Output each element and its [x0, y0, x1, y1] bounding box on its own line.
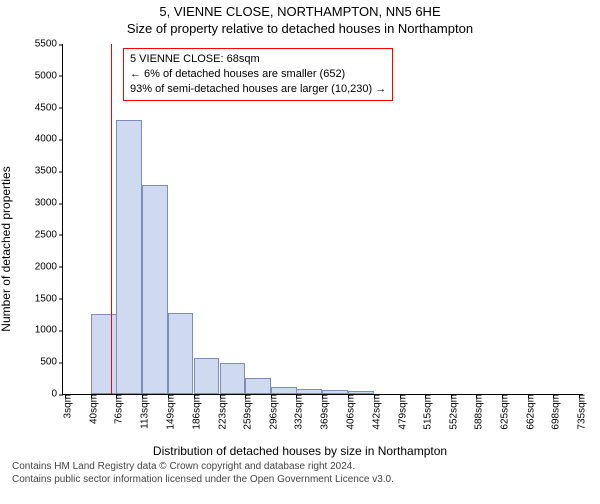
histogram-bar — [296, 389, 322, 394]
chart-title: 5, VIENNE CLOSE, NORTHAMPTON, NN5 6HE — [0, 4, 600, 19]
x-tick: 698sqm — [545, 394, 562, 430]
marker-annotation: 5 VIENNE CLOSE: 68sqm ← 6% of detached h… — [123, 48, 393, 101]
attribution-footer: Contains HM Land Registry data © Crown c… — [12, 460, 600, 486]
x-axis-label: Distribution of detached houses by size … — [0, 444, 600, 458]
chart-container: 5, VIENNE CLOSE, NORTHAMPTON, NN5 6HE Si… — [0, 4, 600, 504]
y-tick: 4500 — [35, 102, 63, 113]
histogram-bar — [91, 314, 117, 394]
y-tick: 3000 — [35, 198, 63, 209]
x-tick: 406sqm — [340, 394, 357, 430]
y-tick: 1000 — [35, 325, 63, 336]
x-tick: 296sqm — [263, 394, 280, 430]
annotation-line1: 5 VIENNE CLOSE: 68sqm — [130, 52, 386, 67]
histogram-bar — [271, 387, 297, 394]
footer-line2: Contains public sector information licen… — [12, 473, 600, 486]
x-tick: 662sqm — [520, 394, 537, 430]
x-tick: 625sqm — [494, 394, 511, 430]
marker-line — [111, 44, 113, 394]
x-tick: 186sqm — [185, 394, 202, 430]
x-tick: 552sqm — [442, 394, 459, 430]
y-tick: 3500 — [35, 166, 63, 177]
annotation-line3: 93% of semi-detached houses are larger (… — [130, 82, 386, 97]
x-tick: 149sqm — [159, 394, 176, 430]
footer-line1: Contains HM Land Registry data © Crown c… — [12, 460, 600, 473]
y-tick: 1500 — [35, 293, 63, 304]
chart-subtitle: Size of property relative to detached ho… — [0, 21, 600, 36]
annotation-line2: ← 6% of detached houses are smaller (652… — [130, 67, 386, 82]
x-tick: 76sqm — [108, 394, 125, 424]
chart-area: Number of detached properties 0500100015… — [0, 40, 600, 458]
x-tick: 479sqm — [391, 394, 408, 430]
histogram-bar — [194, 358, 220, 394]
x-tick: 223sqm — [211, 394, 228, 430]
x-tick: 515sqm — [416, 394, 433, 430]
y-axis-label: Number of detached properties — [0, 166, 13, 331]
y-tick: 500 — [40, 357, 63, 368]
y-tick: 2500 — [35, 229, 63, 240]
histogram-bar — [168, 313, 194, 394]
histogram-bar — [116, 120, 142, 394]
y-tick: 4000 — [35, 134, 63, 145]
histogram-bar — [220, 363, 246, 394]
x-tick: 588sqm — [468, 394, 485, 430]
x-tick: 3sqm — [57, 394, 74, 418]
x-tick: 332sqm — [288, 394, 305, 430]
x-tick: 369sqm — [314, 394, 331, 430]
x-tick: 113sqm — [134, 394, 151, 429]
x-tick: 259sqm — [237, 394, 254, 430]
x-tick: 442sqm — [365, 394, 382, 430]
y-tick: 5000 — [35, 70, 63, 81]
histogram-bar — [245, 378, 271, 394]
y-tick: 5500 — [35, 39, 63, 50]
histogram-bar — [142, 185, 168, 394]
plot-area: 0500100015002000250030003500400045005000… — [62, 44, 583, 395]
y-tick: 2000 — [35, 261, 63, 272]
x-tick: 40sqm — [83, 394, 100, 424]
histogram-bar — [322, 390, 348, 394]
x-tick: 735sqm — [571, 394, 588, 430]
histogram-bar — [348, 391, 374, 394]
